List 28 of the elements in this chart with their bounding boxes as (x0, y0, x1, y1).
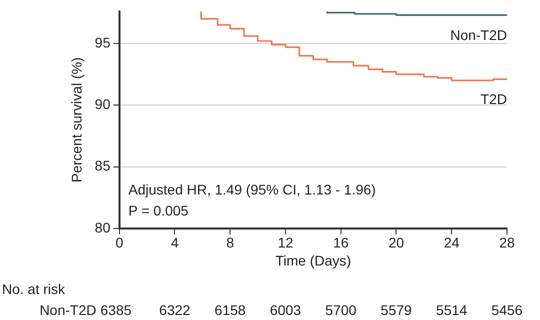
x-axis-title: Time (Days) (275, 252, 352, 268)
text: 6003 (270, 302, 302, 318)
series-label: Non-T2D (450, 26, 507, 43)
x-tick-label: 28 (499, 234, 515, 251)
annotation: P = 0.005 (128, 202, 189, 218)
x-tick-label: 4 (170, 234, 179, 251)
x-tick-label: 12 (278, 234, 294, 251)
text: No. at risk (2, 281, 66, 297)
text: 5456 (491, 302, 523, 318)
y-tick-label: 90 (94, 96, 111, 112)
y-tick-label: 95 (94, 34, 111, 50)
text: 6158 (214, 302, 246, 318)
y-tick-label: 80 (94, 219, 111, 236)
y-tick-label: 85 (94, 158, 111, 174)
text: 5579 (380, 302, 412, 318)
text: 5700 (325, 302, 357, 318)
x-tick-label: 0 (115, 234, 124, 251)
x-tick-label: 8 (226, 234, 234, 251)
annotation: Adjusted HR, 1.49 (95% CI, 1.13 - 1.96) (128, 181, 376, 198)
x-tick-label: 24 (444, 234, 460, 251)
text: 6385 (100, 302, 132, 318)
text: 5514 (436, 302, 468, 318)
text: 6322 (159, 302, 191, 318)
x-tick-label: 16 (333, 234, 349, 251)
text: Non-T2D (40, 302, 96, 318)
y-axis-title: Percent survival (%) (68, 57, 84, 183)
series-label: T2D (480, 91, 507, 108)
x-tick-label: 20 (388, 234, 404, 251)
